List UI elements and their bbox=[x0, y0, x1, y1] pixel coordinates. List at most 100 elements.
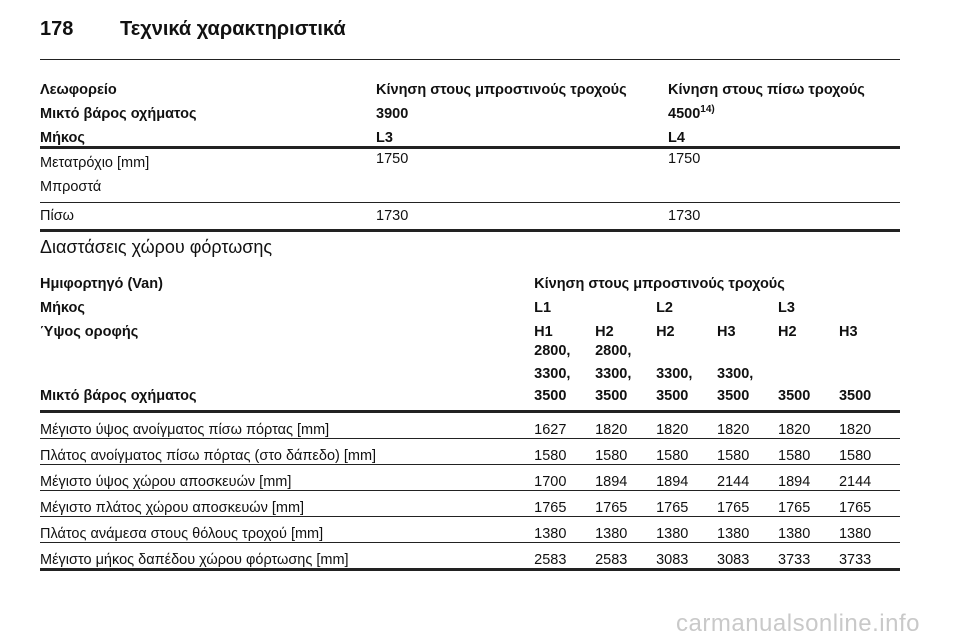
row-label: Πλάτος ανάμεσα στους θόλους τροχού [mm] bbox=[40, 516, 535, 543]
weight-line: 2800, bbox=[534, 343, 571, 359]
page-header: 178 Τεχνικά χαρακτηριστικά bbox=[40, 18, 346, 41]
row-value: 1580 bbox=[717, 438, 778, 465]
track-rear-value: 1750 bbox=[668, 147, 900, 203]
footnote-marker: 14) bbox=[700, 104, 715, 116]
table-row: Μέγιστο ύψος χώρου αποσκευών [mm] 1700 189… bbox=[40, 464, 900, 491]
length-rear: L4 bbox=[668, 122, 900, 149]
weight-cell: 3500 bbox=[778, 340, 839, 413]
table-row: Πλάτος ανάμεσα στους θόλους τροχού [mm] 1… bbox=[40, 516, 900, 543]
row-value: 2144 bbox=[717, 464, 778, 491]
weight-line: 3500 bbox=[778, 388, 811, 404]
row-label: Μέγιστο μήκος δαπέδου χώρου φόρτωσης [mm… bbox=[40, 542, 535, 571]
front-drive-header: Κίνηση στους μπροστινούς τροχούς bbox=[376, 82, 627, 98]
weight-line: 3300, bbox=[656, 365, 693, 382]
track-front-value: 1750 bbox=[376, 147, 668, 203]
track-label: Μετατρόχιο [mm] Μπροστά bbox=[40, 147, 376, 203]
table2-body: Μέγιστο ύψος ανοίγματος πίσω πόρτας [mm]… bbox=[40, 411, 900, 571]
gross-weight-label: Μικτό βάρος οχήματος bbox=[40, 106, 197, 122]
gross-weight-rear-value: 4500 bbox=[668, 106, 701, 122]
rear-track-front-value: 1730 bbox=[376, 202, 668, 232]
row-value: 1765 bbox=[717, 490, 778, 517]
table2-weight-row: Μικτό βάρος οχήματος 2800, 3300, 3500 28… bbox=[40, 340, 900, 413]
length-front: L3 bbox=[376, 122, 668, 149]
row-value: 1765 bbox=[656, 490, 718, 517]
weight-line: 3300, bbox=[595, 365, 632, 382]
weight-line: 3300, bbox=[717, 365, 754, 382]
vehicle-type-label: Λεωφορείο bbox=[40, 82, 117, 98]
table-row: Μέγιστο μήκος δαπέδου χώρου φόρτωσης [mm… bbox=[40, 542, 900, 571]
table1-length-row: Μήκος L3 L4 bbox=[40, 122, 900, 149]
height-cell: H1 bbox=[534, 324, 553, 340]
row-value: 3733 bbox=[838, 542, 900, 571]
header-divider bbox=[40, 59, 900, 60]
table1-weight-row: Μικτό βάρος οχήματος 3900 450014) bbox=[40, 98, 900, 122]
row-value: 1380 bbox=[595, 516, 657, 543]
watermark: carmanualsonline.info bbox=[676, 610, 920, 637]
row-value: 1820 bbox=[656, 411, 718, 439]
roof-height-label: Ύψος οροφής bbox=[40, 324, 139, 340]
rear-track-label: Πίσω bbox=[40, 202, 376, 232]
row-value: 3083 bbox=[656, 542, 718, 571]
row-value: 1820 bbox=[595, 411, 657, 439]
row-value: 1820 bbox=[778, 411, 839, 439]
row-label: Μέγιστο ύψος ανοίγματος πίσω πόρτας [mm] bbox=[40, 411, 535, 439]
height-cell: H3 bbox=[838, 324, 858, 340]
row-value: 3083 bbox=[717, 542, 778, 571]
weight-cell: 3300, 3500 bbox=[717, 340, 778, 413]
length-l1: L1 bbox=[534, 300, 552, 316]
height-cell: H3 bbox=[717, 324, 736, 340]
weight-line: 3500 bbox=[717, 388, 750, 404]
row-label: Μέγιστο πλάτος χώρου αποσκευών [mm] bbox=[40, 490, 535, 517]
row-label: Πλάτος ανοίγματος πίσω πόρτας (στο δάπεδ… bbox=[40, 438, 535, 465]
track-width-table: Λεωφορείο Κίνηση στους μπροστινούς τροχο… bbox=[40, 74, 900, 232]
rear-drive-header: Κίνηση στους πίσω τροχούς bbox=[668, 82, 865, 98]
weight-line: 3500 bbox=[595, 388, 628, 404]
row-value: 3733 bbox=[778, 542, 839, 571]
table-row: Πλάτος ανοίγματος πίσω πόρτας (στο δάπεδ… bbox=[40, 438, 900, 465]
row-value: 1765 bbox=[534, 490, 596, 517]
length-l3: L3 bbox=[778, 300, 795, 316]
weight-line: 3500 bbox=[534, 388, 567, 404]
weight-cell: 2800, 3300, 3500 bbox=[595, 340, 657, 413]
row-value: 2583 bbox=[595, 542, 657, 571]
row-value: 1627 bbox=[534, 411, 596, 439]
row-value: 1380 bbox=[778, 516, 839, 543]
length-label: Μήκος bbox=[40, 122, 376, 149]
weight-line: 3500 bbox=[656, 388, 689, 404]
table2-height-row: Ύψος οροφής H1 H2 H2 H3 H2 H3 bbox=[40, 316, 900, 340]
row-label: Μέγιστο ύψος χώρου αποσκευών [mm] bbox=[40, 464, 535, 491]
cargo-dimensions-table: Ημιφορτηγό (Van) Κίνηση στους μπροστινού… bbox=[40, 268, 900, 571]
row-value: 1820 bbox=[717, 411, 778, 439]
row-value: 2144 bbox=[838, 464, 900, 491]
table1-header-row: Λεωφορείο Κίνηση στους μπροστινούς τροχο… bbox=[40, 74, 900, 98]
row-value: 1765 bbox=[838, 490, 900, 517]
rear-track-rear-value: 1730 bbox=[668, 202, 900, 232]
height-cell: H2 bbox=[595, 324, 614, 340]
weight-cell: 3500 bbox=[838, 340, 900, 413]
row-value: 1380 bbox=[656, 516, 718, 543]
gross-weight-rear: 450014) bbox=[668, 98, 900, 122]
weight-line: 2800, bbox=[595, 343, 632, 359]
table2-header-row: Ημιφορτηγό (Van) Κίνηση στους μπροστινού… bbox=[40, 268, 900, 292]
table-row: Μέγιστο πλάτος χώρου αποσκευών [mm] 1765 1… bbox=[40, 490, 900, 517]
weight-line: 3300, bbox=[534, 365, 571, 382]
length-l2: L2 bbox=[656, 300, 673, 316]
gross-weight-front: 3900 bbox=[376, 106, 409, 122]
row-value: 1894 bbox=[778, 464, 839, 491]
height-cell: H2 bbox=[656, 324, 675, 340]
section-title: Διαστάσεις χώρου φόρτωσης bbox=[40, 237, 273, 257]
row-value: 1380 bbox=[838, 516, 900, 543]
row-value: 1580 bbox=[534, 438, 596, 465]
track-label-line2: Μπροστά bbox=[40, 179, 102, 195]
drive-label: Κίνηση στους μπροστινούς τροχούς bbox=[534, 276, 785, 292]
row-value: 2583 bbox=[534, 542, 596, 571]
weight-cell: 2800, 3300, 3500 bbox=[534, 340, 596, 413]
gross-weight-label: Μικτό βάρος οχήματος bbox=[40, 340, 535, 413]
row-value: 1380 bbox=[534, 516, 596, 543]
row-value: 1580 bbox=[778, 438, 839, 465]
track-label-line1: Μετατρόχιο [mm] bbox=[40, 155, 150, 171]
table-row: Μετατρόχιο [mm] Μπροστά 1750 1750 bbox=[40, 147, 900, 203]
height-cell: H2 bbox=[778, 324, 797, 340]
row-value: 1580 bbox=[838, 438, 900, 465]
page-title: Τεχνικά χαρακτηριστικά bbox=[120, 18, 346, 40]
